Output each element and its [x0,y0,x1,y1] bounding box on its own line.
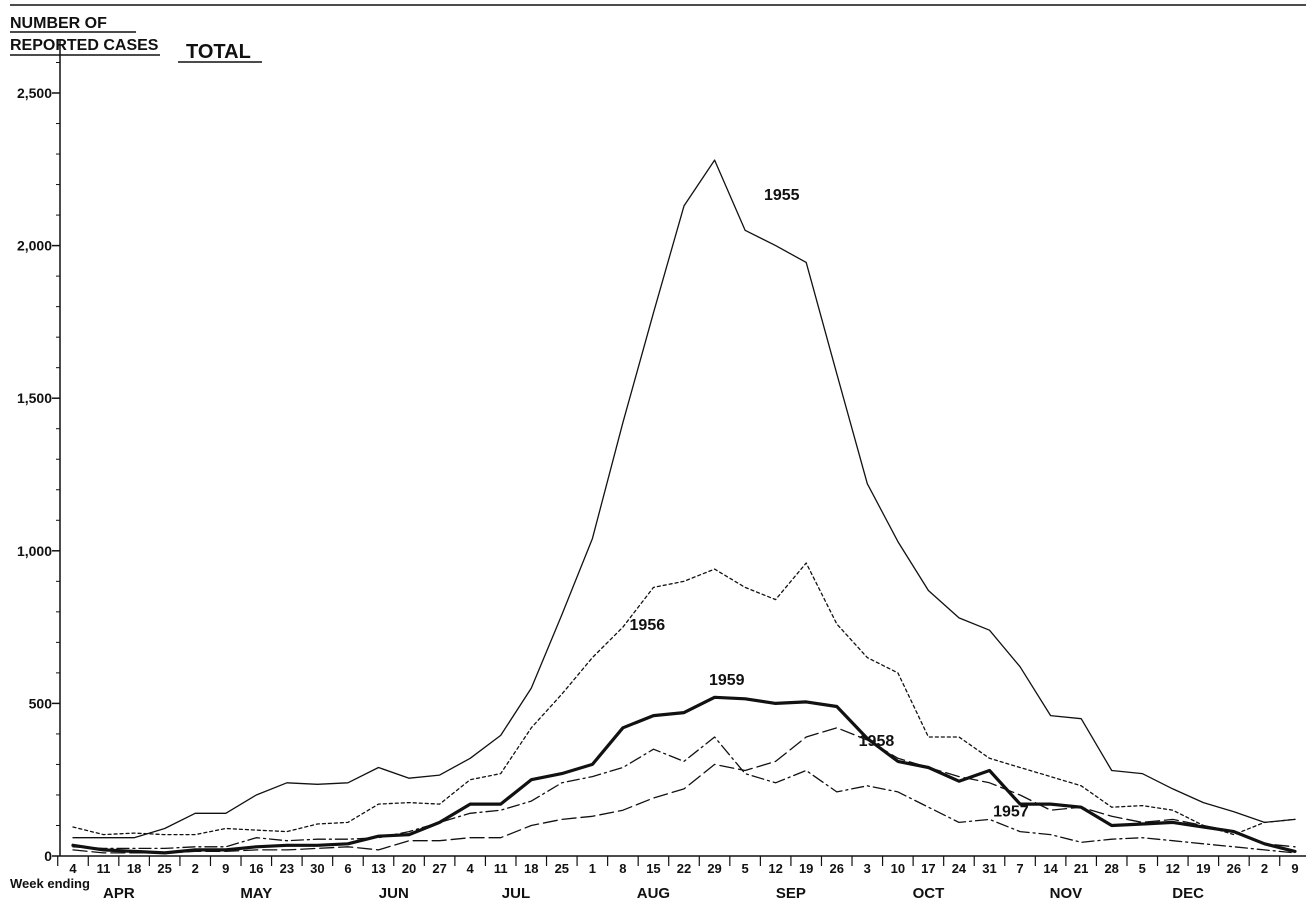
x-tick-label: 2 [192,861,199,876]
y-tick-label: 2,500 [17,85,52,101]
x-tick-label: 29 [707,861,721,876]
x-tick-label: 8 [619,861,626,876]
month-label: SEP [776,885,806,902]
chart-title: TOTAL [186,41,251,63]
x-tick-label: 18 [524,861,538,876]
y-tick-label: 1,500 [17,390,52,406]
x-tick-label: 1 [589,861,596,876]
month-label: JUL [502,885,530,902]
series-line-1955 [72,159,1296,839]
x-tick-label: 17 [921,861,935,876]
x-tick-label: 5 [741,861,748,876]
x-tick-label: 21 [1074,861,1088,876]
x-axis-title: Week ending [10,876,90,891]
x-tick-label: 12 [1166,861,1180,876]
x-tick-label: 16 [249,861,263,876]
series-line-1958 [72,727,1296,854]
x-tick-label: 10 [891,861,905,876]
series-label-1955: 1955 [764,187,800,204]
y-minor-ticks [56,31,60,826]
month-label: MAY [240,885,272,902]
series-label-1959: 1959 [709,672,745,689]
y-tick-label: 500 [29,695,53,711]
x-tick-label: 7 [1016,861,1023,876]
y-tick-label: 2,000 [17,238,52,254]
x-tick-label: 19 [1196,861,1210,876]
x-tick-label: 19 [799,861,813,876]
month-label: JUN [379,885,409,902]
x-tick-label: 14 [1043,861,1058,876]
x-tick-label: 26 [1227,861,1241,876]
series-line-1957 [72,736,1296,854]
x-axis-ticks [57,856,1281,866]
series-line-1959 [71,695,1297,855]
series-label-1958: 1958 [859,733,895,750]
x-tick-label: 23 [280,861,294,876]
x-tick-label: 15 [646,861,660,876]
series-label-1956: 1956 [630,617,666,634]
x-tick-label: 4 [69,861,77,876]
x-tick-label: 30 [310,861,324,876]
x-tick-label: 12 [768,861,782,876]
month-label: AUG [637,885,670,902]
x-tick-label: 9 [1291,861,1298,876]
y-tick-label: 1,000 [17,543,52,559]
x-tick-label: 2 [1261,861,1268,876]
month-label: NOV [1050,885,1083,902]
x-tick-label: 5 [1139,861,1146,876]
x-tick-label: 28 [1104,861,1118,876]
y-tick-label: 0 [44,848,52,864]
x-tick-label: 31 [982,861,996,876]
x-tick-label: 26 [830,861,844,876]
y-axis-title-line2: REPORTED CASES [10,37,159,54]
x-tick-label: 22 [677,861,691,876]
x-tick-label: 13 [371,861,385,876]
x-tick-label: 25 [157,861,171,876]
x-axis-month-labels: APR MAY JUN JUL AUG SEP OCT NOV DEC [103,885,1204,902]
x-tick-label: 25 [555,861,569,876]
x-tick-label: 18 [127,861,141,876]
month-label: DEC [1172,885,1204,902]
y-axis-title-line1: NUMBER OF [10,15,107,32]
x-tick-label: 9 [222,861,229,876]
x-tick-label: 24 [952,861,967,876]
series-lines [71,159,1297,855]
month-label: OCT [913,885,945,902]
x-tick-label: 27 [432,861,446,876]
x-tick-label: 3 [864,861,871,876]
month-label: APR [103,885,135,902]
x-axis-week-labels: 4 11 18 25 2 9 16 23 30 6 13 20 27 4 11 18 25 1 8 15 22 29 5 12… [69,861,1298,876]
series-label-1957: 1957 [993,803,1029,820]
x-tick-label: 11 [97,861,111,876]
x-tick-label: 4 [467,861,475,876]
series-labels: 1955 1956 1957 1958 1959 [630,187,1029,821]
y-axis-ticks: 0 500 1,000 1,500 2,000 2,500 [17,85,60,864]
x-tick-label: 11 [494,861,508,876]
x-tick-label: 20 [402,861,416,876]
series-line-1956 [72,562,1296,836]
x-tick-label: 6 [344,861,351,876]
